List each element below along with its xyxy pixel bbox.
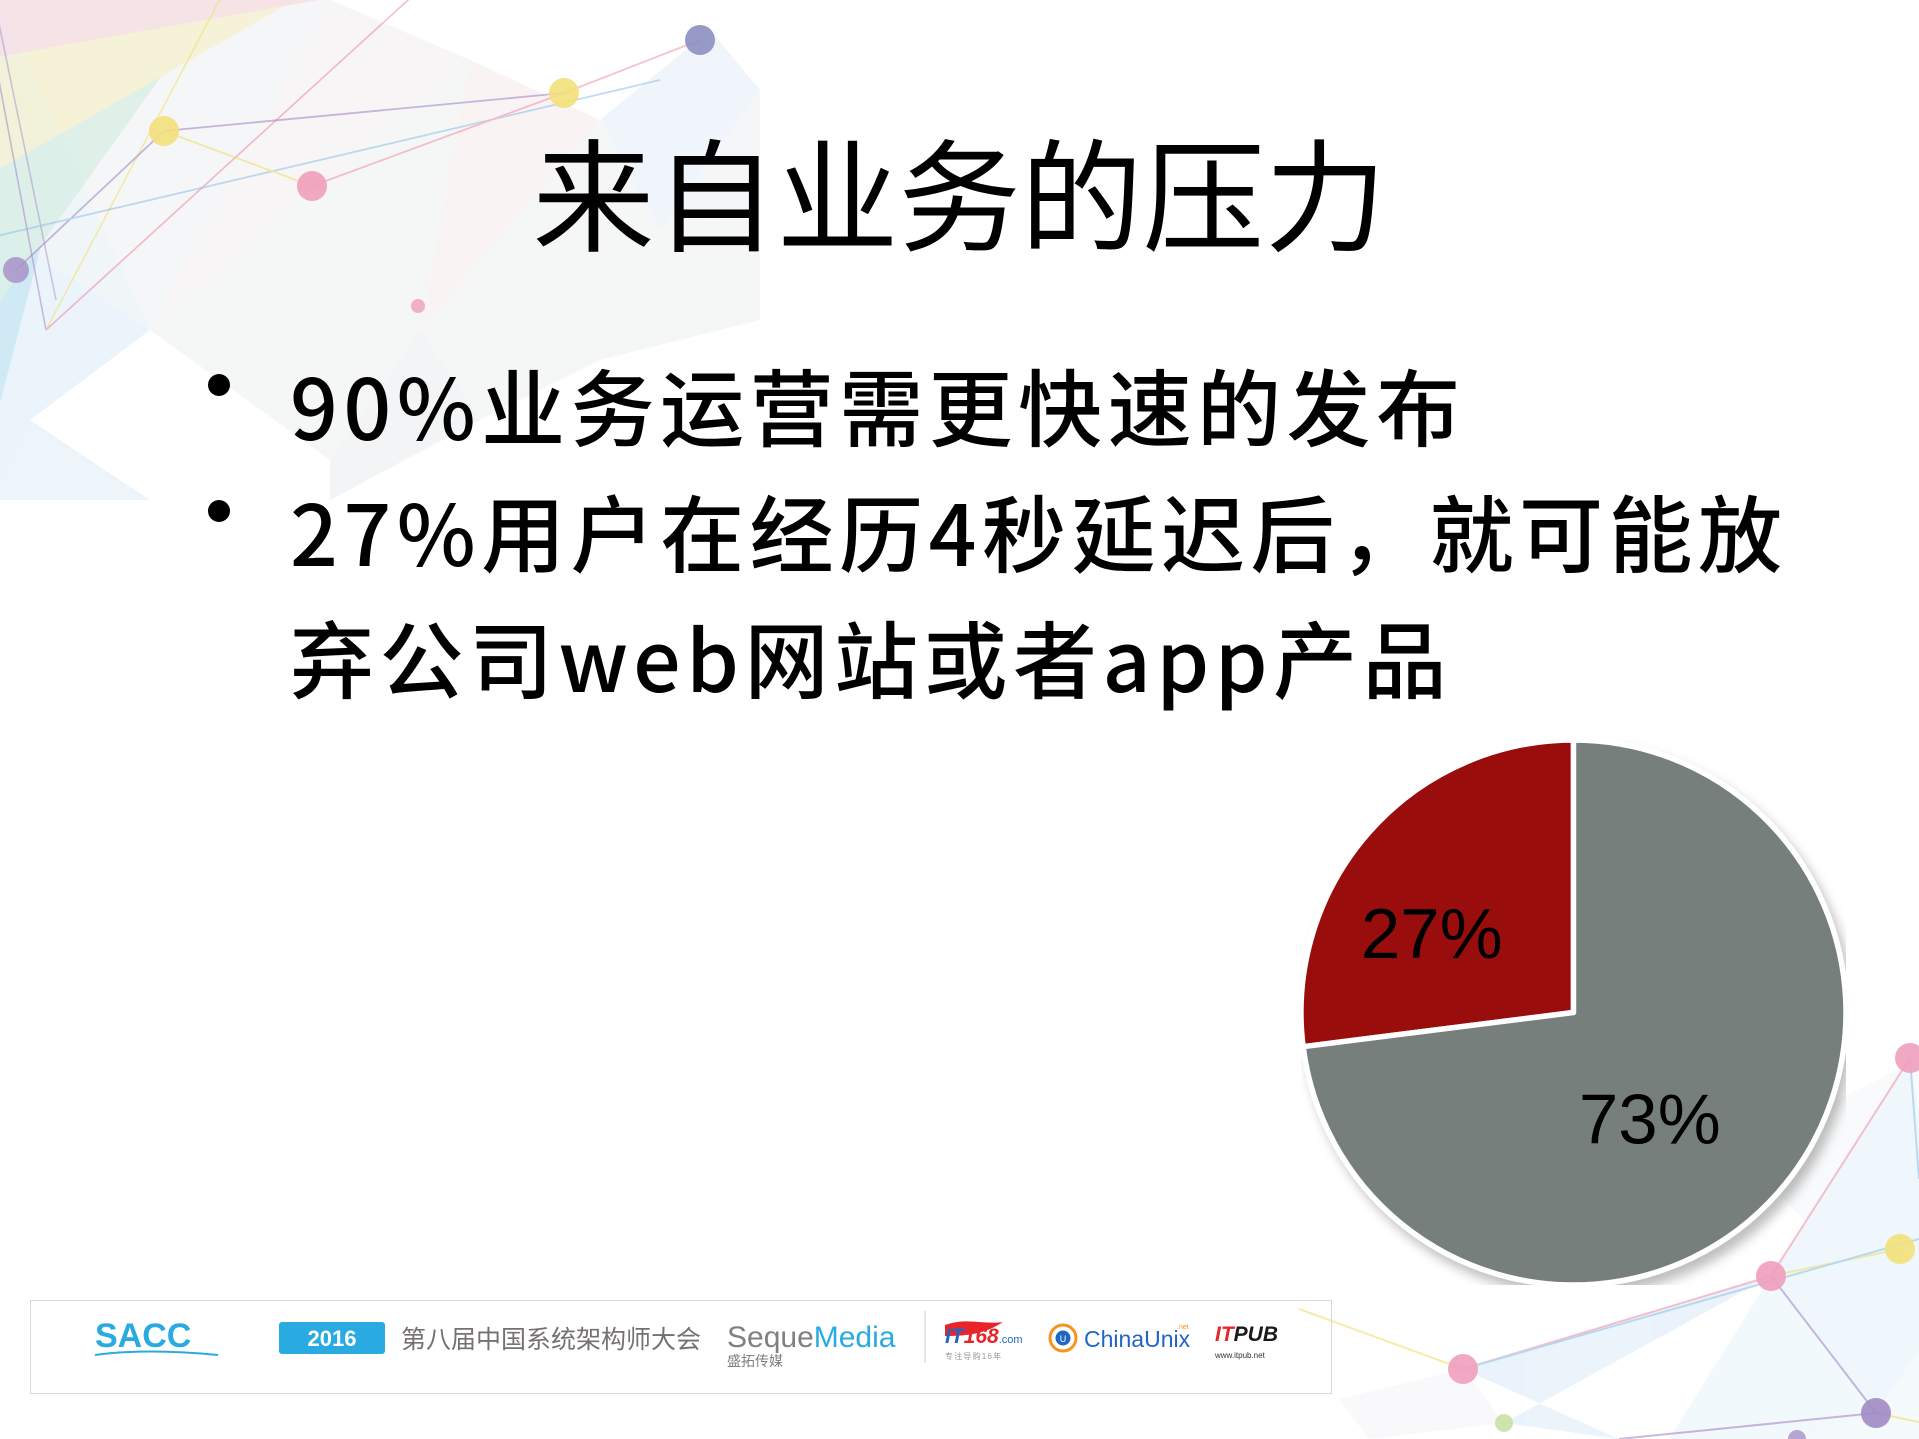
- svg-text:ITPUB: ITPUB: [1215, 1323, 1278, 1346]
- svg-text:.net: .net: [1177, 1324, 1189, 1331]
- svg-text:ChinaUnix: ChinaUnix: [1084, 1326, 1191, 1352]
- svg-text:27%: 27%: [1361, 895, 1503, 974]
- svg-text:专注导购16年: 专注导购16年: [945, 1351, 1002, 1361]
- svg-text:SACC: SACC: [95, 1317, 191, 1355]
- svg-text:IT168.com: IT168.com: [945, 1325, 1023, 1348]
- svg-text:第八届中国系统架构师大会: 第八届中国系统架构师大会: [401, 1326, 701, 1354]
- svg-text:盛拓传媒: 盛拓传媒: [727, 1353, 783, 1369]
- svg-text:SequeMedia: SequeMedia: [727, 1321, 896, 1354]
- svg-text:www.itpub.net: www.itpub.net: [1214, 1351, 1266, 1360]
- svg-text:73%: 73%: [1579, 1080, 1721, 1159]
- svg-text:U: U: [1060, 1334, 1067, 1344]
- svg-text:2016: 2016: [308, 1326, 357, 1351]
